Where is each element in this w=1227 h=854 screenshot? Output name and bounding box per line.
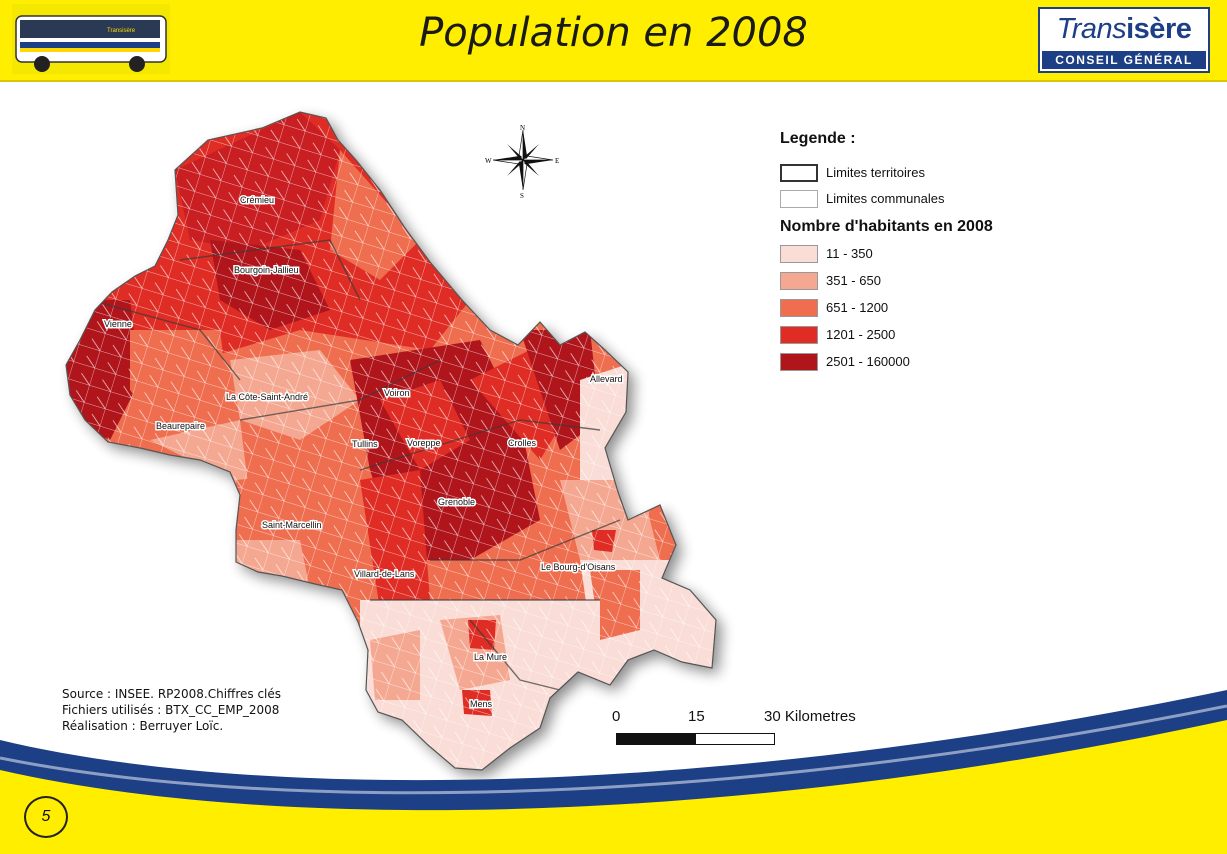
scale-label-0: 0	[612, 708, 621, 725]
legend-label-territoires: Limites territoires	[826, 165, 925, 180]
town-label-saint-marcellin: Saint-Marcellin	[262, 520, 322, 530]
town-label-mens: Mens	[470, 699, 493, 709]
legend-title: Legende :	[780, 130, 856, 147]
legend-swatch-communales	[780, 190, 818, 208]
page-number: 5	[24, 796, 68, 838]
compass-n: N	[520, 124, 525, 132]
legend-swatch-class-2	[780, 272, 818, 290]
legend-label-class-1: 11 - 350	[826, 246, 873, 261]
legend-label-class-4: 1201 - 2500	[826, 327, 896, 342]
compass-rose-icon: N S E W	[485, 124, 559, 200]
town-label-allevard: Allevard	[590, 374, 623, 384]
town-label-le-bourg-d-oisans: Le Bourg-d'Oisans	[541, 562, 616, 572]
legend-label-class-2: 351 - 650	[826, 273, 881, 288]
logo-word-isere: isère	[1126, 13, 1192, 45]
files-line: Fichiers utilisés : BTX_CC_EMP_2008	[62, 703, 280, 717]
legend-swatch-class-3	[780, 299, 818, 317]
isere-choropleth-map	[65, 111, 722, 776]
town-label-beaurepaire: Beaurepaire	[156, 421, 205, 431]
header-bar: Transisère Population en 2008 Transisère…	[0, 0, 1227, 82]
bus-sign: Transisère	[107, 28, 136, 34]
scale-segment-white	[695, 733, 775, 745]
author-line: Réalisation : Berruyer Loïc.	[62, 719, 224, 733]
town-label-grenoble: Grenoble	[438, 497, 475, 507]
logo-word-trans: Trans	[1056, 13, 1127, 45]
town-label-voreppe: Voreppe	[407, 438, 441, 448]
legend-label-communales: Limites communales	[826, 191, 945, 206]
legend-label-class-3: 651 - 1200	[826, 300, 889, 315]
transisere-logo: Transisère CONSEIL GÉNÉRAL	[1038, 7, 1210, 73]
compass-w: W	[485, 157, 492, 165]
scale-bar: 0 15 30 Kilometres	[612, 708, 882, 753]
legend-swatch-class-4	[780, 326, 818, 344]
town-label-bourgoin-jallieu: Bourgoin-Jallieu	[234, 265, 299, 275]
town-label-la-mure: La Mure	[474, 652, 507, 662]
town-label-cremieu: Crémieu	[240, 195, 274, 205]
source-notes: Source : INSEE. RP2008.Chiffres clés Fic…	[62, 686, 281, 734]
page-title: Population en 2008	[419, 10, 808, 56]
town-label-villard-de-lans: Villard-de-Lans	[354, 569, 415, 579]
town-label-crolles: Crolles	[508, 438, 537, 448]
legend-swatch-class-5	[780, 353, 818, 371]
bus-image: Transisère	[12, 4, 170, 74]
town-label-voiron: Voiron	[384, 388, 410, 398]
compass-e: E	[555, 157, 559, 165]
town-label-vienne: Vienne	[104, 319, 132, 329]
scale-label-30: 30 Kilometres	[764, 708, 856, 725]
scale-label-15: 15	[688, 708, 705, 725]
legend-swatch-class-1	[780, 245, 818, 263]
scale-segment-black	[616, 733, 696, 745]
legend-label-class-5: 2501 - 160000	[826, 354, 910, 369]
town-label-tullins: Tullins	[352, 439, 378, 449]
source-line: Source : INSEE. RP2008.Chiffres clés	[62, 687, 282, 701]
town-label-la-cote-saint-andre: La Côte-Saint-André	[226, 392, 308, 402]
compass-s: S	[520, 192, 524, 200]
legend-classes-title: Nombre d'habitants en 2008	[780, 218, 993, 235]
legend-swatch-territoires	[780, 164, 818, 182]
logo-subtitle: CONSEIL GÉNÉRAL	[1042, 51, 1206, 69]
